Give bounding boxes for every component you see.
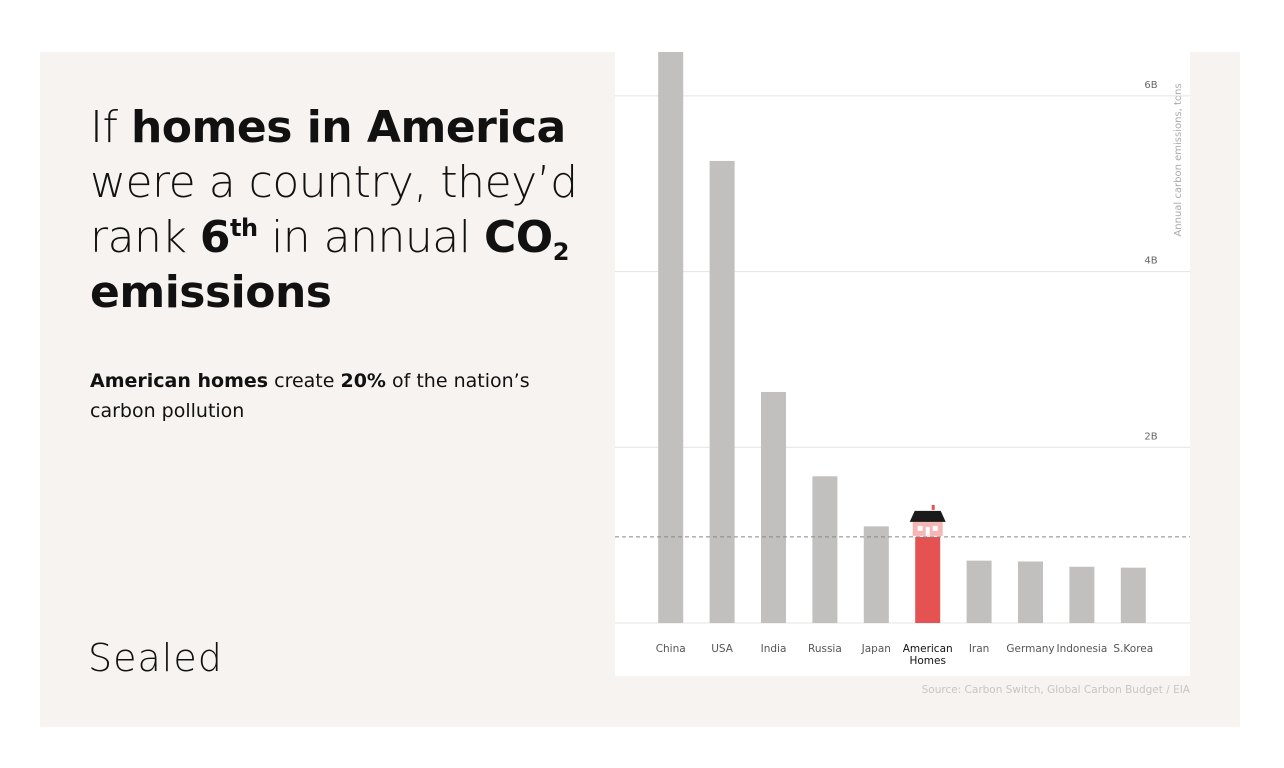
bar — [761, 391, 786, 623]
headline-text: were a country, they’d rank — [90, 157, 578, 263]
house-roof — [909, 510, 946, 522]
bar — [658, 52, 684, 623]
x-tick-label: USA — [711, 643, 733, 655]
x-tick-label: Japan — [861, 643, 891, 655]
y-tick-label: 6B — [1144, 80, 1157, 91]
house-window — [932, 525, 938, 531]
headline-text: homes in America — [130, 102, 566, 153]
y-tick-label: 2B — [1144, 431, 1157, 442]
subheadline-text: create — [268, 370, 341, 392]
bar — [966, 560, 992, 623]
subheadline-text: 20% — [340, 370, 386, 392]
x-tick-label: India — [760, 643, 787, 655]
headline-text: 6 — [199, 212, 231, 263]
bar — [1018, 561, 1043, 623]
headline-text: If — [90, 102, 131, 153]
x-tick-label: American Homes — [902, 643, 953, 667]
headline-text: 2 — [552, 238, 570, 266]
bar — [709, 160, 735, 623]
headline-text: emissions — [90, 267, 332, 318]
x-tick-label: Germany — [1006, 643, 1055, 655]
house-door — [925, 526, 930, 536]
bar — [1069, 566, 1095, 623]
x-tick-label: Indonesia — [1056, 643, 1108, 655]
source: Source: Carbon Switch, Global Carbon Bud… — [921, 684, 1190, 696]
headline: If homes in America were a country, they… — [90, 100, 610, 320]
headline-text: th — [230, 214, 258, 242]
x-tick-label: S.Korea — [1113, 643, 1154, 655]
x-tick-label: China — [655, 643, 686, 655]
x-tick-label: Russia — [808, 643, 842, 655]
subheadline: American homes create 20% of the nation’… — [90, 366, 570, 426]
subheadline-text: American homes — [90, 370, 269, 392]
chart: Annual carbon emissions, tons 2B 4B 6B Chi… — [615, 52, 1190, 676]
bar — [1120, 567, 1146, 623]
y-axis-label: Annual carbon emissions, tons — [1173, 83, 1184, 236]
house-window — [917, 525, 923, 531]
brand-logo: Sealed — [88, 636, 223, 680]
bar — [812, 476, 838, 623]
headline-text: in annual — [257, 212, 484, 263]
x-tick-label: Iran — [968, 643, 990, 655]
bar — [863, 526, 889, 623]
headline-text: CO — [483, 212, 553, 263]
chart-svg: Annual carbon emissions, tons 2B 4B 6B — [615, 52, 1190, 624]
y-tick-label: 4B — [1144, 256, 1157, 267]
subheadline-text: of the nation’s carbon pollution — [90, 370, 530, 422]
house-chimney — [931, 504, 935, 510]
bar — [915, 536, 941, 623]
